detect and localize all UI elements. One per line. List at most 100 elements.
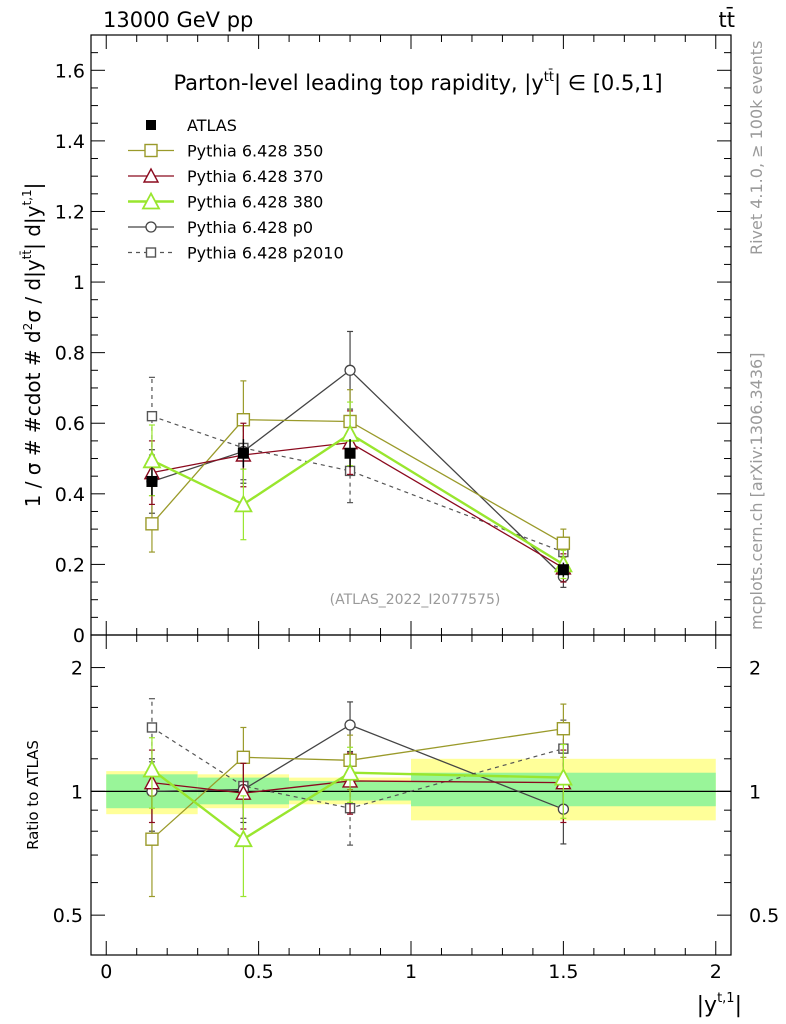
main-point-p2010	[146, 410, 158, 422]
title-suffix: | ∈ [0.5,1]	[554, 71, 663, 96]
ratio-point-p380	[142, 759, 162, 778]
main-data-layer	[142, 330, 573, 588]
main-point-p380	[142, 450, 162, 469]
main-series-p0	[146, 330, 570, 588]
main-line-p2010	[151, 415, 564, 553]
main-point-p0	[344, 364, 356, 376]
process-label: tt̄	[719, 7, 735, 32]
x-axis-label: |yt,1|	[697, 991, 742, 1018]
title-sup: tt̄	[544, 70, 554, 85]
main-y-tick-label: 1.4	[55, 131, 85, 153]
ylabel-sup-t1: t,1	[20, 189, 34, 205]
title-prefix: Parton-level leading top rapidity, |	[173, 71, 531, 96]
title-y: y	[531, 71, 543, 95]
main-line-p370	[151, 441, 564, 569]
x-tick-label: 0.5	[244, 961, 274, 983]
ratio-point-p380	[340, 762, 360, 781]
legend-entry-p0: Pythia 6.428 p0	[128, 218, 313, 237]
main-y-tick-label: 1	[73, 272, 85, 294]
main-series-p370	[143, 410, 572, 583]
ratio-y-axis-label: Ratio to ATLAS	[24, 740, 42, 850]
ylabel-part-3: | d|y	[21, 205, 45, 250]
rivet-version-label: Rivet 4.1.0, ≥ 100k events	[747, 41, 766, 255]
main-point-atlas	[557, 564, 569, 576]
ratio-line-p380	[151, 768, 564, 841]
main-series-p380	[142, 401, 573, 580]
legend-marker-p0	[145, 221, 157, 233]
ratio-point-p350	[236, 750, 251, 765]
legend-entry-p370: Pythia 6.428 370	[128, 167, 323, 186]
main-point-p350	[145, 517, 159, 531]
ratio-y-tick-label-right: 1	[749, 781, 761, 803]
ratio-line-p0	[151, 724, 564, 810]
energy-label: 13000 GeV pp	[103, 8, 253, 32]
ratio-axes: 0.5 0.5 1 1 2 2 0 0.5 1 1.5 2	[53, 635, 779, 983]
main-point-p380	[233, 494, 253, 513]
main-axes: 0 0.2 0.4 0.6 0.8 1 1.2 1.4 1.6	[55, 34, 731, 647]
legend-label-atlas: ATLAS	[187, 116, 237, 135]
legend-marker-p350	[144, 143, 158, 158]
ratio-y-tick-label-left: 0.5	[53, 905, 83, 927]
analysis-watermark: (ATLAS_2022_I2077575)	[330, 592, 501, 608]
main-y-tick-label: 0.4	[55, 484, 85, 506]
main-line-p350	[151, 419, 564, 544]
x-tick-label: 1	[405, 961, 417, 983]
main-title: Parton-level leading top rapidity, |ytt̄…	[173, 70, 662, 96]
legend-entry-p350: Pythia 6.428 350	[128, 142, 323, 161]
ratio-point-p350	[556, 722, 571, 736]
legend-label-p370: Pythia 6.428 370	[187, 167, 323, 186]
main-point-atlas	[344, 447, 356, 459]
ylabel-part-4: |	[21, 183, 45, 190]
ylabel-part-2: σ / d|y	[21, 259, 45, 323]
legend-label-p380: Pythia 6.428 380	[187, 193, 323, 212]
main-y-tick-label: 0.8	[55, 343, 85, 365]
main-y-tick-label: 0.2	[55, 554, 85, 576]
main-y-tick-label: 0.6	[55, 413, 85, 435]
main-point-atlas	[237, 447, 249, 459]
legend-label-p0: Pythia 6.428 p0	[187, 218, 313, 237]
legend: ATLAS Pythia 6.428 350 Pythia 6.428 370 Pyt…	[128, 116, 344, 263]
x-tick-label: 1.5	[548, 961, 578, 983]
main-series-p350	[145, 380, 571, 558]
main-series-atlas	[146, 439, 569, 577]
main-y-tick-label: 1.2	[55, 201, 85, 223]
main-point-p350	[556, 536, 571, 550]
mcplots-label: mcplots.cern.ch [arXiv:1306.3436]	[747, 353, 766, 630]
x-tick-label: 0	[100, 961, 112, 983]
xlabel-prefix: |y	[697, 993, 717, 1018]
ratio-frame	[90, 634, 732, 956]
ratio-y-tick-label-right: 2	[749, 658, 761, 680]
main-panel: 0 0.2 0.4 0.6 0.8 1 1.2 1.4 1.6 Parton-level lea…	[20, 34, 732, 647]
ratio-point-p2010	[146, 722, 158, 733]
main-line-p380	[151, 432, 565, 566]
ylabel-sup-tt: tt̄	[20, 250, 34, 260]
ratio-panel: 0.5 0.5 1 1 2 2 0 0.5 1 1.5 2 Ratio to ATLAS |yt,1…	[24, 634, 779, 1018]
legend-label-p2010: Pythia 6.428 p2010	[187, 244, 344, 263]
ratio-point-p350	[145, 832, 159, 846]
ratio-line-p370	[151, 780, 564, 794]
x-tick-label: 2	[710, 961, 722, 983]
ylabel-sup-2: 2	[21, 323, 35, 331]
xlabel-suffix: |	[735, 993, 742, 1018]
main-line-p0	[151, 369, 564, 578]
ratio-y-tick-label-left: 1	[71, 781, 83, 803]
main-y-axis-label: 1 / σ # #cdot # d2σ / d|ytt̄| d|yt,1|	[20, 183, 45, 508]
legend-marker-p370	[142, 167, 160, 183]
xlabel-sup: t,1	[717, 991, 735, 1006]
ratio-y-tick-label-left: 2	[71, 658, 83, 680]
legend-entry-p380: Pythia 6.428 380	[128, 191, 323, 212]
main-y-tick-label: 0	[73, 625, 85, 647]
legend-entry-p2010: Pythia 6.428 p2010	[128, 244, 344, 263]
ratio-line-p350	[151, 728, 564, 840]
main-series-p2010	[146, 376, 569, 567]
legend-marker-p380	[141, 191, 161, 210]
ylabel-part-1: 1 / σ # #cdot # d	[21, 330, 45, 507]
ratio-point-p380	[233, 829, 253, 848]
ratio-point-p0	[344, 719, 356, 731]
legend-entry-atlas: ATLAS	[146, 116, 237, 135]
main-y-tick-label: 1.6	[55, 60, 85, 82]
legend-marker-p2010	[145, 247, 157, 258]
ratio-data-layer	[91, 698, 731, 898]
ratio-line-p2010	[151, 726, 564, 809]
